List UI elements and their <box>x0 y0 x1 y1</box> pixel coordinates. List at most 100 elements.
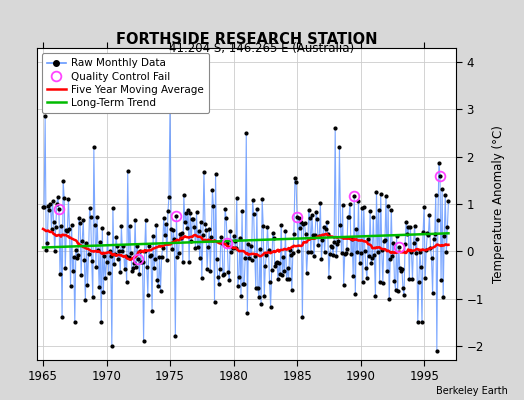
Point <box>345 214 353 220</box>
Point <box>113 243 122 250</box>
Point <box>40 204 48 210</box>
Point <box>45 207 53 214</box>
Point <box>430 236 438 242</box>
Point <box>315 233 323 240</box>
Point <box>80 256 89 263</box>
Point <box>383 268 391 274</box>
Point <box>205 226 213 232</box>
Point <box>297 219 305 225</box>
Point <box>117 223 126 230</box>
Point <box>236 235 244 241</box>
Point <box>70 254 78 260</box>
Point <box>191 244 200 251</box>
Point <box>282 276 291 282</box>
Point <box>222 215 231 222</box>
Point <box>367 260 375 266</box>
Point <box>198 275 206 281</box>
Point <box>302 270 311 276</box>
Point <box>437 277 445 283</box>
Point <box>184 206 192 213</box>
Point <box>224 269 233 275</box>
Point <box>347 251 355 258</box>
Point <box>100 252 108 259</box>
Point <box>291 174 299 181</box>
Point <box>344 214 352 220</box>
Point <box>114 256 123 262</box>
Point <box>240 281 248 287</box>
Point <box>375 207 383 213</box>
Point <box>324 230 332 237</box>
Point <box>231 238 239 244</box>
Point <box>131 217 139 224</box>
Point <box>165 194 173 200</box>
Point <box>122 253 130 259</box>
Point <box>164 208 172 214</box>
Point <box>387 206 396 213</box>
Point <box>52 200 61 207</box>
Point <box>53 194 62 200</box>
Point <box>190 223 199 230</box>
Point <box>49 219 58 226</box>
Point <box>271 262 279 269</box>
Point <box>424 232 432 238</box>
Point <box>228 244 237 251</box>
Point <box>298 314 307 321</box>
Point <box>111 251 119 258</box>
Point <box>339 202 347 208</box>
Point <box>361 248 369 254</box>
Point <box>341 251 349 257</box>
Point <box>192 208 201 215</box>
Point <box>67 283 75 289</box>
Point <box>434 216 442 223</box>
Point <box>59 178 68 184</box>
Point <box>212 256 221 262</box>
Point <box>74 252 82 258</box>
Point <box>68 222 76 229</box>
Point <box>296 224 304 231</box>
Point <box>369 214 377 220</box>
Point <box>76 220 84 226</box>
Point <box>69 268 77 274</box>
Point <box>363 275 371 281</box>
Point <box>429 290 437 296</box>
Point <box>158 245 167 251</box>
Point <box>129 264 137 271</box>
Point <box>396 265 404 272</box>
Point <box>201 220 209 227</box>
Point <box>77 272 85 278</box>
Point <box>137 258 146 265</box>
Point <box>116 269 125 275</box>
Point <box>168 246 177 252</box>
Point <box>39 204 47 210</box>
Point <box>60 195 69 201</box>
Point <box>75 215 83 222</box>
Point <box>392 233 401 240</box>
Point <box>431 231 439 237</box>
Point <box>381 236 389 243</box>
Point <box>208 187 216 193</box>
Point <box>313 216 321 222</box>
Point <box>331 125 340 132</box>
Point <box>325 274 333 280</box>
Point <box>170 236 179 242</box>
Point <box>121 266 129 272</box>
Point <box>182 210 190 216</box>
Point <box>187 238 195 244</box>
Point <box>261 262 269 269</box>
Legend: Raw Monthly Data, Quality Control Fail, Five Year Moving Average, Long-Term Tren: Raw Monthly Data, Quality Control Fail, … <box>42 53 209 113</box>
Point <box>247 256 256 263</box>
Point <box>71 319 79 325</box>
Point <box>57 223 65 230</box>
Point <box>320 249 329 256</box>
Point <box>178 229 186 236</box>
Point <box>294 248 302 254</box>
Point <box>326 250 334 257</box>
Point <box>405 276 413 282</box>
Point <box>130 260 138 266</box>
Point <box>83 282 92 289</box>
Point <box>283 265 292 272</box>
Point <box>441 192 450 199</box>
Point <box>143 264 151 271</box>
Point <box>440 232 449 239</box>
Point <box>173 254 182 260</box>
